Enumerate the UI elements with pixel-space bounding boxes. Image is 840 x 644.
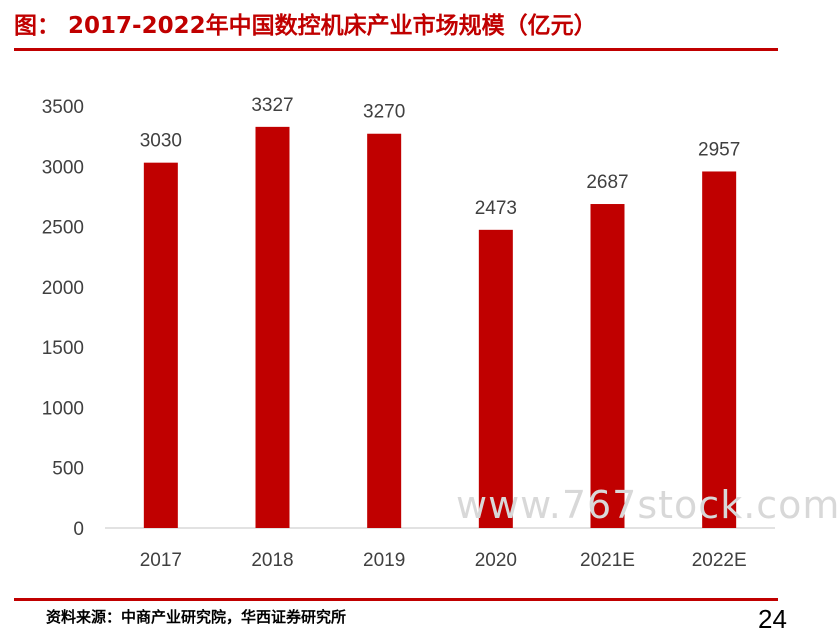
- footer-divider: [14, 598, 778, 601]
- page-title: 图： 2017-2022年中国数控机床产业市场规模（亿元）: [14, 13, 597, 39]
- y-tick-label: 1500: [42, 338, 84, 359]
- data-label: 2687: [586, 172, 628, 193]
- data-label: 3327: [251, 95, 293, 116]
- bar: [255, 126, 290, 528]
- data-label: 2473: [475, 198, 517, 219]
- bar: [143, 162, 178, 528]
- x-tick-label: 2021E: [580, 550, 635, 571]
- data-label: 3030: [140, 131, 182, 152]
- x-tick-label: 2018: [251, 550, 293, 571]
- y-tick-label: 500: [52, 459, 84, 480]
- data-label: 2957: [698, 139, 740, 160]
- bar: [367, 133, 402, 528]
- x-tick-label: 2020: [475, 550, 517, 571]
- y-tick-label: 2000: [42, 278, 84, 299]
- page-number: 24: [758, 604, 787, 634]
- bar: [590, 204, 625, 528]
- title-divider: [14, 48, 778, 51]
- data-label: 3270: [363, 102, 405, 123]
- y-tick-label: 3000: [42, 157, 84, 178]
- y-tick-label: 1000: [42, 398, 84, 419]
- y-tick-label: 3500: [42, 97, 84, 118]
- x-tick-label: 2019: [363, 550, 405, 571]
- source-note: 资料来源：中商产业研究院，华西证券研究所: [46, 608, 347, 626]
- x-tick-label: 2022E: [692, 550, 747, 571]
- bar: [478, 229, 513, 529]
- x-tick-label: 2017: [140, 550, 182, 571]
- y-tick-label: 2500: [42, 218, 84, 239]
- bar-chart: 0 500 1000 1500 2000 2500 3000 3500 3030 2017 3327…: [0, 80, 840, 580]
- watermark: www.767stock.com: [456, 483, 840, 527]
- y-tick-label: 0: [73, 519, 84, 540]
- bar: [702, 171, 737, 528]
- chart-canvas: 0 500 1000 1500 2000 2500 3000 3500 3030 2017 3327…: [42, 95, 775, 571]
